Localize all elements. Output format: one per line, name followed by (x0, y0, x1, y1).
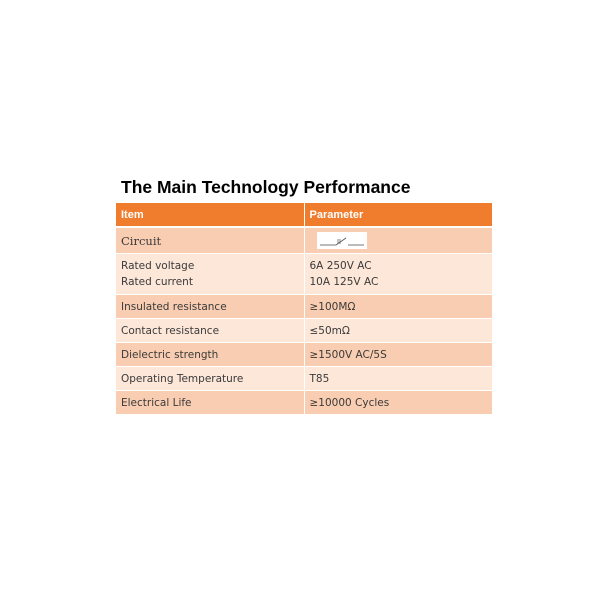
cell-rated-values: 6A 250V AC 10A 125V AC (303, 253, 492, 295)
page-title: The Main Technology Performance (121, 177, 411, 197)
table-row: Electrical Life ≥10000 Cycles (116, 390, 492, 415)
cell-item: Operating Temperature (116, 366, 304, 391)
cell-value: T85 (303, 366, 492, 391)
table-row: Contact resistance ≤50mΩ (116, 318, 492, 343)
cell-circuit-label: Circuit (116, 227, 304, 254)
table-header-row: Item Parameter (116, 203, 492, 228)
document: The Main Technology Performance Item Par… (116, 176, 492, 415)
table-row-rated: Rated voltage Rated current 6A 250V AC 1… (116, 253, 492, 295)
cell-value: ≥10000 Cycles (303, 390, 492, 415)
rated-voltage-value: 6A 250V AC (309, 260, 372, 272)
cell-item: Electrical Life (116, 390, 304, 415)
cell-value: ≥100MΩ (303, 294, 492, 319)
table-row: Insulated resistance ≥100MΩ (116, 294, 492, 319)
header-parameter: Parameter (303, 203, 492, 228)
switch-symbol-icon (316, 232, 367, 249)
cell-circuit-symbol (303, 227, 492, 254)
cell-item: Contact resistance (116, 318, 304, 343)
rated-current-label: Rated current (121, 276, 193, 288)
rated-current-value: 10A 125V AC (309, 276, 379, 288)
cell-item: Dielectric strength (116, 342, 304, 367)
rated-voltage-label: Rated voltage (121, 260, 195, 272)
table-row: Operating Temperature T85 (116, 366, 492, 391)
cell-value: ≤50mΩ (303, 318, 492, 343)
cell-item: Insulated resistance (116, 294, 304, 319)
header-item: Item (116, 203, 304, 228)
cell-rated-items: Rated voltage Rated current (116, 253, 304, 295)
table-row-circuit: Circuit (116, 227, 492, 254)
cell-value: ≥1500V AC/5S (303, 342, 492, 367)
table-row: Dielectric strength ≥1500V AC/5S (116, 342, 492, 367)
performance-table: Item Parameter Circuit (116, 203, 492, 415)
